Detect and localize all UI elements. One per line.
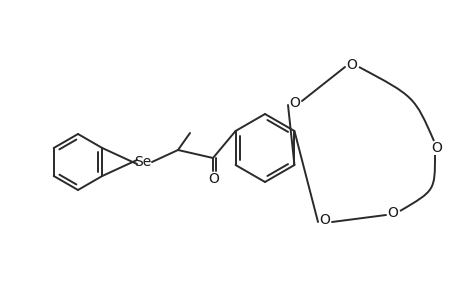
Text: O: O [319, 213, 330, 227]
Text: Se: Se [134, 155, 151, 169]
Text: O: O [431, 141, 442, 155]
Text: O: O [289, 96, 300, 110]
Text: O: O [346, 58, 357, 72]
Text: O: O [387, 206, 397, 220]
Text: O: O [208, 172, 219, 186]
